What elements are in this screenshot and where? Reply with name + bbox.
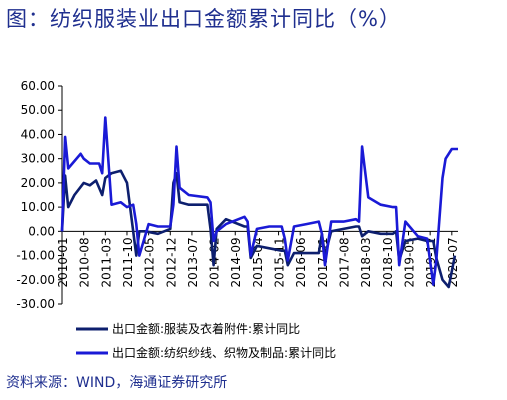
source-note: 资料来源：WIND，海通证券研究所	[6, 375, 228, 391]
y-tick-label: -30.00	[16, 297, 55, 311]
x-tick-label: 2014-09	[229, 237, 243, 287]
y-tick-label: -20.00	[16, 273, 55, 287]
x-tick-label: 2012-12	[164, 237, 178, 287]
x-tick-label: 2018-10	[381, 237, 395, 287]
legend-label-textile: 出口金额:纺织纱线、织物及制品:累计同比	[112, 345, 336, 360]
legend-label-garment: 出口金额:服装及衣着附件:累计同比	[112, 321, 300, 336]
y-tick-label: 10.00	[21, 200, 55, 214]
y-tick-label: 20.00	[21, 176, 55, 190]
series-layer	[60, 116, 458, 289]
x-tick-label: 2010-08	[78, 237, 92, 287]
x-tick-label: 2013-07	[186, 237, 200, 287]
x-tick-label: 2012-05	[143, 237, 157, 287]
y-tick-label: 0.00	[28, 224, 55, 238]
x-tick-label: 2011-10	[121, 237, 135, 287]
x-tick-label: 2018-03	[359, 237, 373, 287]
x-tick-label: 2019-05	[403, 237, 417, 287]
x-tick-label: 2011-03	[99, 237, 113, 287]
x-tick-label: 2016-06	[294, 237, 308, 287]
x-tick-label: 2017-08	[338, 237, 352, 287]
y-tick-label: 30.00	[21, 152, 55, 166]
chart-title: 图：纺织服装业出口金额累计同比（%）	[6, 7, 401, 31]
x-tick-label: 2010-01	[56, 237, 70, 287]
series-line-textile	[60, 116, 458, 286]
y-tick-label: 60.00	[21, 79, 55, 93]
y-tick-label: -10.00	[16, 249, 55, 263]
y-tick-label: 40.00	[21, 127, 55, 141]
y-axis: 60.00 50.00 40.00 30.00 20.00 10.00 0.00 -10.00…	[16, 79, 63, 311]
y-tick-label: 50.00	[21, 103, 55, 117]
